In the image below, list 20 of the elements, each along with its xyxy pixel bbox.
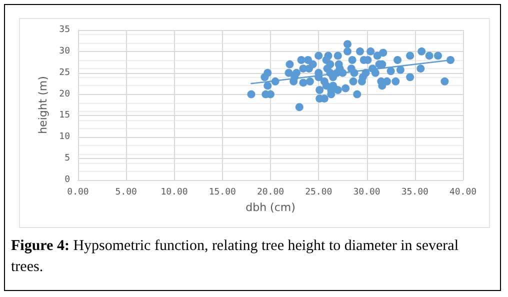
y-tick-label: 15: [59, 110, 70, 121]
x-tick-label: 0.00: [67, 188, 89, 198]
x-axis-title: dbh (cm): [246, 201, 296, 214]
y-tick-label: 25: [59, 68, 70, 78]
y-tick-label: 35: [59, 25, 70, 35]
x-tick-label: 30.00: [353, 188, 380, 198]
y-tick-label: 30: [59, 46, 70, 56]
x-tick-label: 35.00: [401, 188, 428, 198]
y-tick-label: 20: [59, 89, 70, 100]
x-tick-label: 25.00: [305, 188, 332, 198]
x-tick-label: 15.00: [208, 188, 236, 198]
y-tick-label: 10: [59, 132, 70, 142]
x-tick-label: 5.00: [115, 188, 137, 198]
y-tick-label: 0: [64, 175, 70, 185]
x-tick-label: 40.00: [449, 188, 477, 198]
x-tick-label: 20.00: [256, 188, 284, 198]
text: Figure 4: Hypsometric function, relating tree height to diameter in several trees.: [11, 238, 459, 275]
y-tick-label: 5: [64, 154, 70, 164]
x-tick-label: 10.00: [160, 188, 188, 198]
y-axis-title: height (m): [36, 76, 50, 134]
